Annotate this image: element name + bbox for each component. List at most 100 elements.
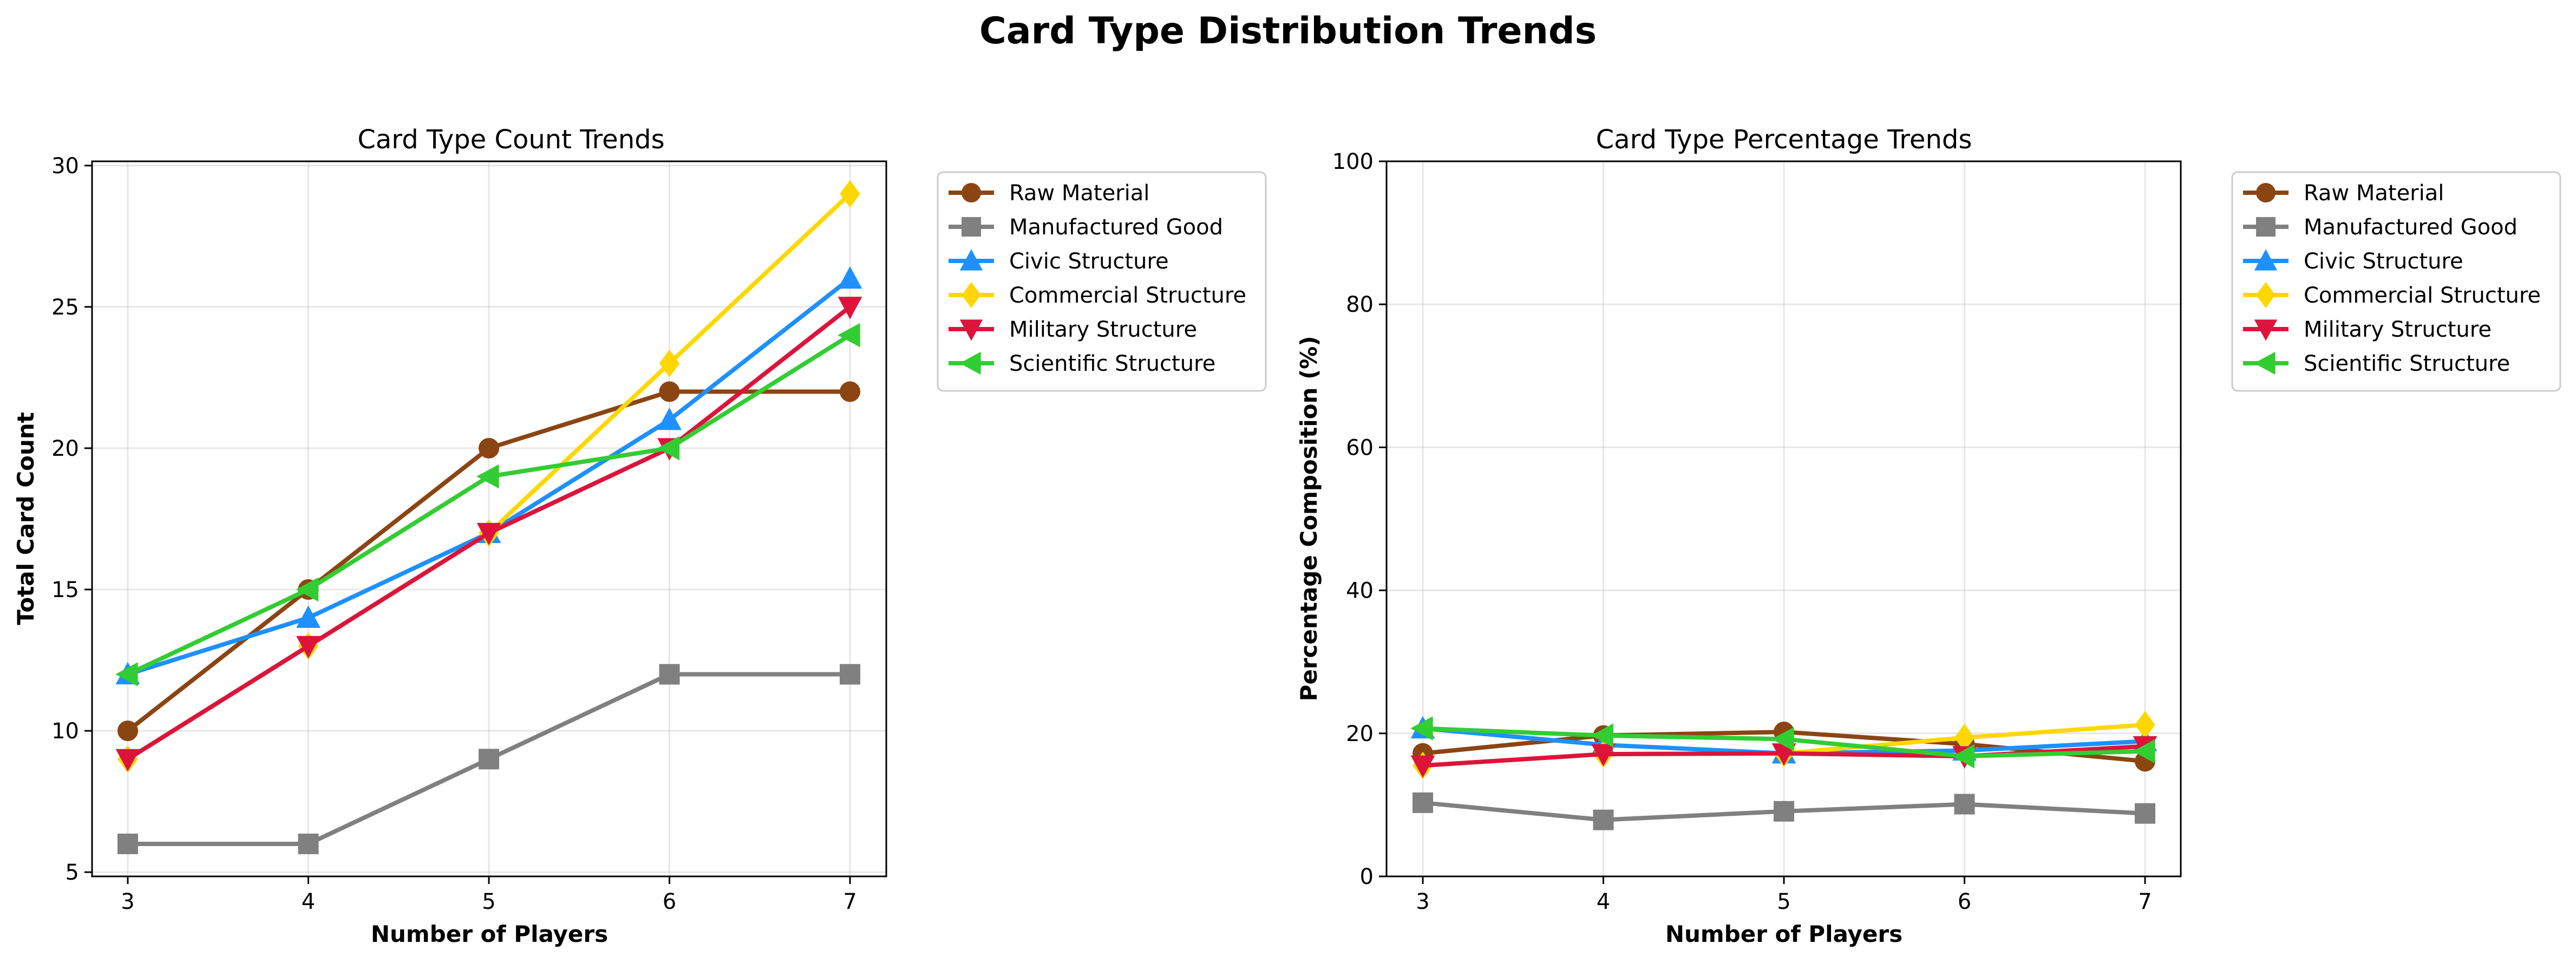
legend-item-manufactured-good: Manufactured Good xyxy=(949,215,1223,240)
legend-marker xyxy=(959,249,983,271)
legend-label: Raw Material xyxy=(2304,181,2444,206)
y-tick-label: 40 xyxy=(1346,579,1374,604)
data-point xyxy=(1413,792,1433,813)
legend-marker xyxy=(2256,281,2276,309)
y-tick-label: 30 xyxy=(51,154,79,179)
figure-title: Card Type Distribution Trends xyxy=(979,10,1597,53)
x-axis: 3 4 5 6 7 xyxy=(1416,876,2152,914)
legend-box xyxy=(937,171,1267,392)
data-point xyxy=(296,636,321,659)
legend-marker xyxy=(959,319,983,341)
legend-label: Commercial Structure xyxy=(1009,283,1246,308)
percentage-trends-chart: Card Type Percentage Trends 3 4 5 6 7 0 20 40 6… xyxy=(1296,125,2561,947)
data-point xyxy=(296,605,321,628)
y-axis: 5 10 15 20 25 30 xyxy=(51,154,92,885)
y-axis: 0 20 40 60 80 100 xyxy=(1332,149,1387,889)
data-point xyxy=(1410,716,1433,741)
data-point xyxy=(298,833,319,854)
data-point xyxy=(659,664,680,685)
legend-marker xyxy=(2254,249,2278,271)
legend-item-raw-material: Raw Material xyxy=(2243,181,2444,206)
legend-marker xyxy=(2254,319,2278,341)
data-point xyxy=(1952,744,1975,769)
legend-label: Civic Structure xyxy=(1009,249,1169,274)
legend-label: Scientific Structure xyxy=(1009,351,1215,376)
x-axis: 3 4 5 6 7 xyxy=(121,876,857,914)
x-tick-label: 4 xyxy=(302,889,315,914)
data-point xyxy=(838,323,860,348)
data-point xyxy=(840,180,860,208)
data-point xyxy=(1771,726,1794,751)
chart-title: Card Type Percentage Trends xyxy=(1596,125,1972,155)
x-axis-label: Number of Players xyxy=(371,921,608,947)
series-layer xyxy=(115,180,862,854)
data-point xyxy=(117,833,138,854)
x-tick-label: 7 xyxy=(2138,889,2152,914)
y-tick-label: 60 xyxy=(1346,435,1374,460)
legend-item-military-structure: Military Structure xyxy=(2243,317,2492,342)
data-point xyxy=(1774,801,1794,822)
data-point xyxy=(659,381,680,402)
legend-item-commercial-structure: Commercial Structure xyxy=(949,281,1246,309)
legend-label: Military Structure xyxy=(1009,317,1197,342)
legend-item-manufactured-good: Manufactured Good xyxy=(2243,215,2518,240)
chart-title: Card Type Count Trends xyxy=(357,125,664,155)
x-tick-label: 6 xyxy=(663,889,676,914)
x-tick-label: 3 xyxy=(121,889,134,914)
legend-item-civic-structure: Civic Structure xyxy=(949,249,1169,274)
data-point xyxy=(117,720,138,742)
legend-box xyxy=(2231,171,2561,392)
data-point xyxy=(1954,794,1975,815)
y-tick-label: 100 xyxy=(1332,149,1374,174)
legend-label: Scientific Structure xyxy=(2304,351,2510,376)
legend-marker xyxy=(2256,217,2276,237)
y-tick-label: 10 xyxy=(51,719,79,744)
legend-marker xyxy=(2256,183,2276,202)
data-point xyxy=(479,749,499,770)
x-tick-label: 3 xyxy=(1416,889,1429,914)
series-manufactured-good xyxy=(117,664,860,854)
data-point xyxy=(479,437,499,458)
count-trends-chart: Card Type Count Trends 3 4 5 6 7 5 10 15 20 25 30… xyxy=(12,125,1267,947)
x-tick-label: 5 xyxy=(482,889,495,914)
legend-label: Manufactured Good xyxy=(2304,215,2518,240)
y-tick-label: 15 xyxy=(51,578,79,602)
data-point xyxy=(657,436,680,461)
y-tick-label: 20 xyxy=(51,436,79,461)
x-tick-label: 5 xyxy=(1777,889,1790,914)
y-tick-label: 20 xyxy=(1346,722,1374,746)
y-tick-label: 0 xyxy=(1360,864,1374,889)
data-point xyxy=(840,381,860,402)
legend: Raw Material Manufactured Good Civic Struc… xyxy=(937,171,1267,392)
data-point xyxy=(657,407,682,430)
legend-item-scientific-structure: Scientific Structure xyxy=(2243,351,2510,376)
y-tick-label: 5 xyxy=(66,860,79,885)
data-point xyxy=(840,664,860,685)
legend-label: Military Structure xyxy=(2304,317,2492,342)
data-point xyxy=(2135,803,2155,824)
legend-label: Civic Structure xyxy=(2304,249,2463,274)
legend-label: Raw Material xyxy=(1009,181,1149,206)
y-axis-label: Percentage Composition (%) xyxy=(1296,336,1322,702)
legend-item-scientific-structure: Scientific Structure xyxy=(949,351,1215,376)
legend-marker xyxy=(2254,351,2276,375)
legend-label: Commercial Structure xyxy=(2304,283,2541,308)
legend-marker xyxy=(962,217,981,237)
y-tick-label: 80 xyxy=(1346,292,1374,317)
data-point xyxy=(659,349,680,377)
data-point xyxy=(838,297,862,319)
legend-item-raw-material: Raw Material xyxy=(949,181,1149,206)
legend-marker xyxy=(962,281,981,309)
data-point xyxy=(476,464,499,489)
series-military-structure xyxy=(115,297,862,772)
legend-marker xyxy=(959,351,981,375)
legend-marker xyxy=(962,183,981,202)
legend-item-military-structure: Military Structure xyxy=(949,317,1197,342)
data-point xyxy=(1410,755,1435,778)
series-scientific-structure xyxy=(115,323,860,687)
data-point xyxy=(476,523,501,546)
series-scientific-structure xyxy=(1410,716,2155,769)
data-point xyxy=(2133,739,2155,764)
legend-item-civic-structure: Civic Structure xyxy=(2243,249,2463,274)
y-axis-label: Total Card Count xyxy=(12,412,39,625)
